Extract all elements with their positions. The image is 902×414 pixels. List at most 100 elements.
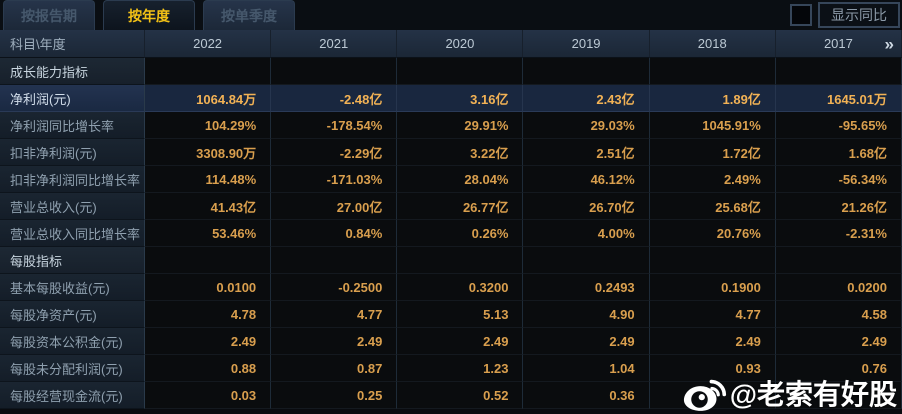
tab-by-year[interactable]: 按年度 [103, 0, 195, 30]
value-cell [775, 247, 902, 274]
value-cell: 1.72亿 [649, 139, 776, 166]
indicator-row: 净利润同比增长率 104.29% -178.54% 29.91% 29.03% 1045.… [0, 112, 902, 139]
indicator-row: 扣非净利润同比增长率 114.48% -171.03% 28.04% 46.12% 2.4… [0, 166, 902, 193]
row-label: 扣非净利润(元) [0, 139, 145, 166]
row-label: 营业总收入同比增长率 [0, 220, 145, 247]
value-cell: 0.0100 [145, 274, 272, 301]
value-cell: 4.90 [523, 301, 650, 328]
value-cell: 1.04 [523, 355, 650, 382]
value-cell [649, 382, 776, 409]
row-label: 净利润(元) [0, 85, 145, 112]
show-yoy-checkbox[interactable] [790, 4, 812, 26]
row-label: 扣非净利润同比增长率 [0, 166, 145, 193]
row-label: 每股未分配利润(元) [0, 355, 145, 382]
value-cell: 0.3200 [397, 274, 524, 301]
value-cell: 4.00% [523, 220, 650, 247]
row-label: 营业总收入(元) [0, 193, 145, 220]
value-cell: 0.52 [397, 382, 524, 409]
value-cell [649, 247, 776, 274]
value-cell: 0.36 [523, 382, 650, 409]
value-cell: -171.03% [271, 166, 398, 193]
row-label: 成长能力指标 [0, 58, 145, 85]
value-cell: 4.78 [145, 301, 272, 328]
value-cell: 0.2493 [523, 274, 650, 301]
value-cell: 0.26% [397, 220, 524, 247]
value-cell: 53.46% [145, 220, 272, 247]
column-header-year-1: 2022 [145, 30, 272, 58]
value-cell: 20.76% [649, 220, 776, 247]
value-cell [145, 58, 272, 85]
value-cell: 0.88 [145, 355, 272, 382]
tab-by-report-period[interactable]: 按报告期 [3, 0, 95, 30]
value-cell: 0.1900 [649, 274, 776, 301]
value-cell: 2.49 [775, 328, 902, 355]
value-cell: 2.49 [523, 328, 650, 355]
show-yoy-button[interactable]: 显示同比 [818, 2, 900, 28]
value-cell: 46.12% [523, 166, 650, 193]
row-label: 每股经营现金流(元) [0, 382, 145, 409]
more-years-icon[interactable]: » [884, 34, 894, 53]
value-cell: 41.43亿 [145, 193, 272, 220]
value-cell: 2.49% [649, 166, 776, 193]
value-cell: 0.0200 [775, 274, 902, 301]
value-cell: 5.13 [397, 301, 524, 328]
value-cell: 25.68亿 [649, 193, 776, 220]
value-cell [775, 58, 902, 85]
value-cell: 0.25 [271, 382, 398, 409]
value-cell: 2.49 [397, 328, 524, 355]
value-cell: 0.03 [145, 382, 272, 409]
value-cell: 2.49 [145, 328, 272, 355]
value-cell: 4.77 [649, 301, 776, 328]
value-cell [649, 58, 776, 85]
value-cell: 0.84% [271, 220, 398, 247]
value-cell: 1.68亿 [775, 139, 902, 166]
value-cell: 0.87 [271, 355, 398, 382]
section-header-row: 成长能力指标 [0, 58, 902, 85]
indicator-row: 基本每股收益(元) 0.0100 -0.2500 0.3200 0.2493 0.1900… [0, 274, 902, 301]
value-cell: 2.49 [271, 328, 398, 355]
value-cell: 1.23 [397, 355, 524, 382]
column-header-year-4: 2019 [523, 30, 650, 58]
value-cell: 3308.90万 [145, 139, 272, 166]
column-header-year-2: 2021 [271, 30, 398, 58]
value-cell: -2.29亿 [271, 139, 398, 166]
yoy-controls: 显示同比 [790, 2, 900, 28]
value-cell: -56.34% [775, 166, 902, 193]
indicator-row: 营业总收入(元) 41.43亿 27.00亿 26.77亿 26.70亿 25.68亿 21… [0, 193, 902, 220]
value-cell: 2.51亿 [523, 139, 650, 166]
value-cell: 29.91% [397, 112, 524, 139]
value-cell: 2.43亿 [523, 85, 650, 112]
tab-by-single-quarter[interactable]: 按单季度 [203, 0, 295, 30]
corner-label: 科目\年度 [0, 30, 145, 58]
value-cell: 27.00亿 [271, 193, 398, 220]
value-cell [775, 382, 902, 409]
row-label: 基本每股收益(元) [0, 274, 145, 301]
value-cell [271, 247, 398, 274]
value-cell: 2.49 [649, 328, 776, 355]
value-cell [397, 58, 524, 85]
indicator-row: 扣非净利润(元) 3308.90万 -2.29亿 3.22亿 2.51亿 1.72亿 1.6… [0, 139, 902, 166]
row-label: 每股净资产(元) [0, 301, 145, 328]
table-body: 成长能力指标 净利润(元) 1064.84万 -2.48亿 3.16亿 2.43亿 1.89… [0, 58, 902, 409]
section-header-row: 每股指标 [0, 247, 902, 274]
column-header-year-3: 2020 [397, 30, 524, 58]
column-header-year-5: 2018 [649, 30, 776, 58]
row-label: 每股资本公积金(元) [0, 328, 145, 355]
year-label: 2017 [823, 36, 853, 51]
value-cell: -95.65% [775, 112, 902, 139]
value-cell: 4.58 [775, 301, 902, 328]
value-cell [271, 58, 398, 85]
period-tabbar: 按报告期 按年度 按单季度 显示同比 [0, 0, 902, 30]
value-cell: 1.89亿 [649, 85, 776, 112]
value-cell: 4.77 [271, 301, 398, 328]
value-cell: 3.16亿 [397, 85, 524, 112]
value-cell: 0.76 [775, 355, 902, 382]
value-cell: -0.2500 [271, 274, 398, 301]
value-cell: 29.03% [523, 112, 650, 139]
value-cell: 1064.84万 [145, 85, 272, 112]
value-cell: 21.26亿 [775, 193, 902, 220]
value-cell [523, 247, 650, 274]
row-label: 每股指标 [0, 247, 145, 274]
value-cell: 0.93 [649, 355, 776, 382]
indicator-row: 每股未分配利润(元) 0.88 0.87 1.23 1.04 0.93 0.76 [0, 355, 902, 382]
